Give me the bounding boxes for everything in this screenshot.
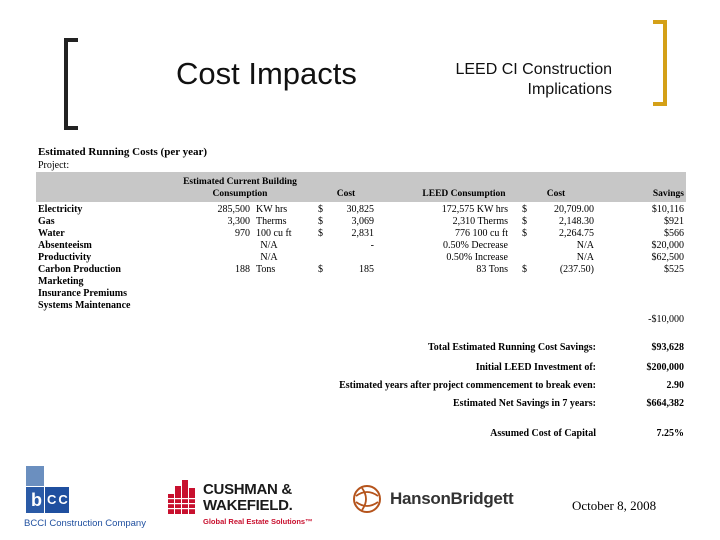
header-savings: Savings bbox=[652, 189, 684, 199]
row-cost-leed-currency: $ bbox=[522, 204, 527, 215]
header-current-line2: Consumption bbox=[212, 189, 268, 199]
left-bracket-decoration bbox=[64, 38, 78, 130]
row-cost-leed: 20,709.00 bbox=[554, 204, 594, 215]
row-label-water: Water bbox=[38, 228, 65, 239]
bcci-logo-block-top bbox=[26, 466, 44, 486]
bcci-logo-letter: b bbox=[31, 490, 42, 510]
row-cost-current: - bbox=[370, 240, 374, 251]
row-cost-current: 30,825 bbox=[346, 204, 375, 215]
summary-value-cost-of-capital: 7.25% bbox=[656, 428, 685, 439]
summary-label-break-even: Estimated years after project commenceme… bbox=[339, 380, 596, 391]
row-current-qty: 970 bbox=[235, 228, 250, 239]
summary-label-total-savings: Total Estimated Running Cost Savings: bbox=[427, 342, 596, 353]
row-cost-leed: N/A bbox=[576, 240, 594, 251]
hanson-bridgett-name: HansonBridgett bbox=[390, 489, 514, 508]
row-leed-consumption: 0.50% Increase bbox=[446, 252, 508, 263]
row-label-electricity: Electricity bbox=[38, 204, 83, 215]
row-cost-currency: $ bbox=[318, 216, 323, 227]
header-leed-consumption: LEED Consumption bbox=[422, 189, 506, 199]
row-savings: $921 bbox=[664, 216, 684, 227]
row-cost-current: 3,069 bbox=[351, 216, 375, 227]
bcci-company-name: BCCI Construction Company bbox=[24, 518, 146, 529]
row-savings: $525 bbox=[664, 264, 684, 275]
row-current-unit: N/A bbox=[260, 252, 278, 263]
bcci-logo-letters: CCI bbox=[47, 492, 76, 507]
row-label-gas: Gas bbox=[38, 216, 55, 227]
row-cost-leed: (237.50) bbox=[559, 264, 594, 275]
row-current-unit: Tons bbox=[256, 264, 276, 275]
cushman-wakefield-building-icon bbox=[168, 480, 195, 514]
row-leed-consumption: 0.50% Decrease bbox=[443, 240, 508, 251]
row-cost-leed: N/A bbox=[576, 252, 594, 263]
row-savings: $566 bbox=[664, 228, 684, 239]
hanson-bridgett-globe-icon bbox=[353, 485, 381, 513]
bcci-logo-block-b bbox=[26, 487, 44, 513]
row-cost-leed-currency: $ bbox=[522, 216, 527, 227]
table-header-band bbox=[36, 172, 686, 202]
row-leed-consumption: 776 100 cu ft bbox=[454, 228, 508, 239]
project-label: Project: bbox=[38, 160, 70, 171]
row-label-productivity: Productivity bbox=[38, 252, 92, 263]
row-label-marketing: Marketing bbox=[38, 276, 84, 287]
row-savings: -$10,000 bbox=[648, 314, 684, 325]
row-cost-leed-currency: $ bbox=[522, 228, 527, 239]
row-label-carbon-production: Carbon Production bbox=[38, 264, 121, 275]
slide-date: October 8, 2008 bbox=[572, 498, 657, 513]
summary-value-break-even: 2.90 bbox=[666, 380, 685, 391]
row-cost-currency: $ bbox=[318, 228, 323, 239]
summary-label-initial-investment: Initial LEED Investment of: bbox=[475, 362, 596, 373]
row-cost-leed-currency: $ bbox=[522, 264, 527, 275]
header-cost-leed: Cost bbox=[546, 189, 566, 199]
subtitle-line-1: LEED CI Construction bbox=[455, 61, 612, 78]
row-leed-consumption: 172,575 KW hrs bbox=[441, 204, 508, 215]
row-current-unit: Therms bbox=[256, 216, 287, 227]
row-label-absenteeism: Absenteeism bbox=[38, 240, 92, 251]
row-cost-current: 2,831 bbox=[351, 228, 375, 239]
row-current-qty: 188 bbox=[235, 264, 250, 275]
row-cost-leed: 2,264.75 bbox=[559, 228, 594, 239]
cushman-wakefield-tagline: Global Real Estate Solutions™ bbox=[203, 517, 313, 526]
row-leed-consumption: 2,310 Therms bbox=[452, 216, 508, 227]
row-current-unit: N/A bbox=[260, 240, 278, 251]
row-savings: $62,500 bbox=[651, 252, 685, 263]
row-current-unit: KW hrs bbox=[256, 204, 288, 215]
summary-label-cost-of-capital: Assumed Cost of Capital bbox=[490, 428, 596, 439]
row-current-qty: 285,500 bbox=[217, 204, 251, 215]
row-current-qty: 3,300 bbox=[227, 216, 251, 227]
row-cost-currency: $ bbox=[318, 264, 323, 275]
row-current-unit: 100 cu ft bbox=[256, 228, 292, 239]
summary-value-initial-investment: $200,000 bbox=[646, 362, 685, 373]
slide-title: Cost Impacts bbox=[176, 56, 357, 91]
row-savings: $10,116 bbox=[651, 204, 684, 215]
row-label-systems-maintenance: Systems Maintenance bbox=[38, 300, 131, 311]
subtitle-line-2: Implications bbox=[527, 81, 612, 98]
row-cost-leed: 2,148.30 bbox=[559, 216, 594, 227]
header-cost-current: Cost bbox=[336, 189, 356, 199]
row-cost-currency: $ bbox=[318, 204, 323, 215]
row-label-insurance-premiums: Insurance Premiums bbox=[38, 288, 127, 299]
bcci-logo-block-cci bbox=[45, 487, 69, 513]
summary-value-total-savings: $93,628 bbox=[651, 342, 685, 353]
header-current-line1: Estimated Current Building bbox=[183, 177, 297, 187]
cushman-wakefield-name-line2: WAKEFIELD. bbox=[203, 497, 293, 514]
table-heading: Estimated Running Costs (per year) bbox=[38, 146, 208, 158]
cushman-wakefield-name-line1: CUSHMAN & bbox=[203, 481, 292, 498]
summary-value-net-savings: $664,382 bbox=[646, 398, 685, 409]
row-leed-consumption: 83 Tons bbox=[476, 264, 508, 275]
slide-subtitle: LEED CI Construction Implications bbox=[400, 60, 612, 100]
row-savings: $20,000 bbox=[651, 240, 685, 251]
summary-label-net-savings: Estimated Net Savings in 7 years: bbox=[452, 398, 596, 409]
row-cost-current: 185 bbox=[359, 264, 374, 275]
right-bracket-decoration bbox=[653, 20, 667, 106]
